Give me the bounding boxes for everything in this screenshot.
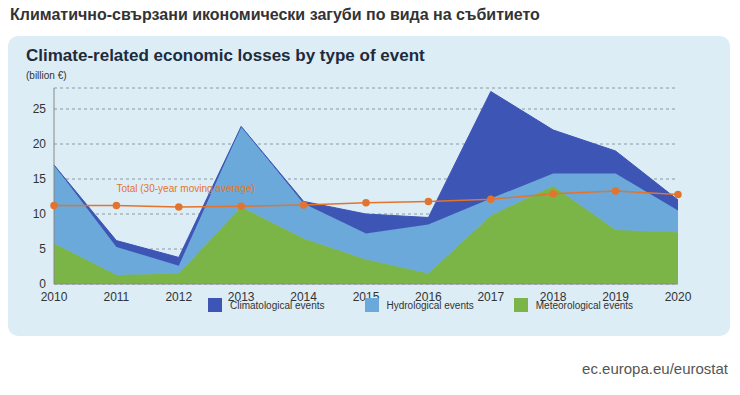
- svg-text:5: 5: [39, 242, 46, 256]
- svg-text:2010: 2010: [41, 290, 68, 304]
- svg-text:20: 20: [33, 137, 47, 151]
- svg-text:2012: 2012: [165, 290, 192, 304]
- svg-text:10: 10: [33, 207, 47, 221]
- svg-text:2020: 2020: [665, 290, 692, 304]
- svg-text:2017: 2017: [477, 290, 504, 304]
- svg-text:15: 15: [33, 172, 47, 186]
- svg-text:2011: 2011: [103, 290, 129, 304]
- svg-text:0: 0: [39, 277, 46, 291]
- svg-text:Total (30-year moving average): Total (30-year moving average): [116, 183, 254, 194]
- svg-text:25: 25: [33, 102, 47, 116]
